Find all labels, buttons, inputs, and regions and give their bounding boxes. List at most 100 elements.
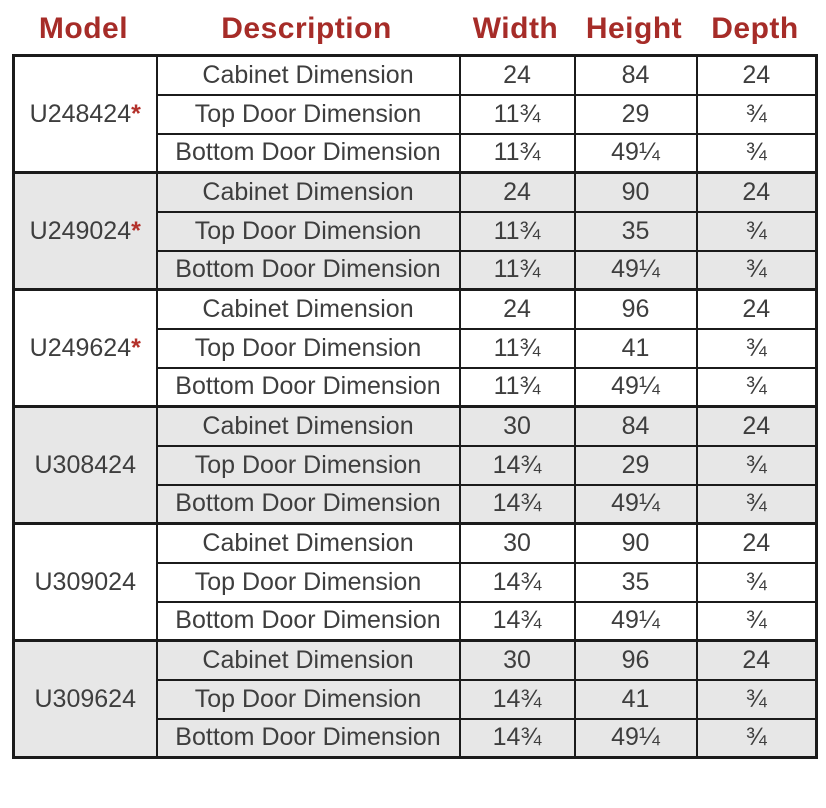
table-row: U309024 Cabinet Dimension 30 90 24 [12,522,818,642]
description-cell: Bottom Door Dimension [155,366,461,408]
width-cell: 14¾ [458,561,576,603]
depth-cell: ¾ [695,561,818,603]
depth-cell: ¾ [695,444,818,486]
width-cell: 11¾ [458,366,576,408]
header-depth: Depth [711,11,799,45]
description-cell: Top Door Dimension [155,678,461,720]
description-cell: Cabinet Dimension [155,522,461,564]
width-cell: 14¾ [458,678,576,720]
depth-cell: ¾ [695,210,818,252]
height-cell: 29 [573,93,698,135]
width-cell: 24 [458,288,576,330]
width-cell: 11¾ [458,210,576,252]
table-row: U248424* Cabinet Dimension 24 84 24 [12,54,818,174]
depth-cell: ¾ [695,600,818,642]
model-group: U249024* Cabinet Dimension 24 90 24 Top … [12,171,818,291]
model-number: U248424 [29,99,132,128]
header-model: Model [38,11,129,45]
description-cell: Top Door Dimension [155,327,461,369]
table-header: Model Description Width Height Depth [12,3,826,54]
model-group: U308424 Cabinet Dimension 30 84 24 Top D… [12,405,818,525]
depth-cell: ¾ [695,483,818,525]
model-group: U309624 Cabinet Dimension 30 96 24 Top D… [12,639,818,759]
description-cell: Cabinet Dimension [155,639,461,681]
model-number: U308424 [34,450,136,479]
height-cell: 90 [573,171,698,213]
width-cell: 11¾ [458,93,576,135]
height-cell: 41 [573,678,698,720]
height-cell: 35 [573,561,698,603]
height-cell: 96 [573,288,698,330]
header-height: Height [585,11,683,45]
height-cell: 49¼ [573,717,698,759]
width-cell: 11¾ [458,249,576,291]
description-cell: Cabinet Dimension [155,288,461,330]
header-description: Description [221,11,392,45]
description-cell: Bottom Door Dimension [155,717,461,759]
depth-cell: 24 [695,288,818,330]
height-cell: 49¼ [573,132,698,174]
table-row: Top Door Dimension 11¾ 29 ¾ [14,93,818,135]
depth-cell: ¾ [695,327,818,369]
table-row: Top Door Dimension 11¾ 41 ¾ [14,327,818,369]
depth-cell: ¾ [695,366,818,408]
model-asterisk: * [131,216,141,245]
model-cell: U248424* [12,54,158,174]
description-cell: Bottom Door Dimension [155,249,461,291]
description-cell: Top Door Dimension [155,210,461,252]
description-cell: Top Door Dimension [155,93,461,135]
table-row: Bottom Door Dimension 14¾ 49¼ ¾ [14,483,818,525]
model-number: U309624 [34,684,136,713]
description-cell: Cabinet Dimension [155,54,461,96]
width-cell: 11¾ [458,132,576,174]
depth-cell: 24 [695,54,818,96]
table-row: Top Door Dimension 11¾ 35 ¾ [14,210,818,252]
model-cell: U249024* [12,171,158,291]
header-width: Width [472,11,559,45]
depth-cell: 24 [695,522,818,564]
height-cell: 90 [573,522,698,564]
table-row: Bottom Door Dimension 14¾ 49¼ ¾ [14,600,818,642]
height-cell: 49¼ [573,249,698,291]
description-cell: Cabinet Dimension [155,405,461,447]
table-row: Bottom Door Dimension 11¾ 49¼ ¾ [14,132,818,174]
width-cell: 30 [458,405,576,447]
width-cell: 24 [458,171,576,213]
description-cell: Bottom Door Dimension [155,600,461,642]
depth-cell: ¾ [695,678,818,720]
description-cell: Top Door Dimension [155,561,461,603]
model-cell: U309024 [12,522,158,642]
height-cell: 35 [573,210,698,252]
model-asterisk: * [131,99,141,128]
table-row: U308424 Cabinet Dimension 30 84 24 [12,405,818,525]
description-cell: Bottom Door Dimension [155,483,461,525]
model-group: U248424* Cabinet Dimension 24 84 24 Top … [12,54,818,174]
width-cell: 14¾ [458,717,576,759]
description-cell: Cabinet Dimension [155,171,461,213]
depth-cell: 24 [695,639,818,681]
model-cell: U249624* [12,288,158,408]
table-row: Top Door Dimension 14¾ 35 ¾ [14,561,818,603]
depth-cell: 24 [695,405,818,447]
height-cell: 41 [573,327,698,369]
description-cell: Bottom Door Dimension [155,132,461,174]
depth-cell: ¾ [695,717,818,759]
table-row: Bottom Door Dimension 11¾ 49¼ ¾ [14,366,818,408]
dimensions-table: U248424* Cabinet Dimension 24 84 24 Top … [12,54,818,759]
model-asterisk: * [131,333,141,362]
model-number: U249024 [29,216,132,245]
table-row: Bottom Door Dimension 14¾ 49¼ ¾ [14,717,818,759]
depth-cell: ¾ [695,93,818,135]
table-row: U249624* Cabinet Dimension 24 96 24 [12,288,818,408]
width-cell: 14¾ [458,483,576,525]
width-cell: 14¾ [458,600,576,642]
model-number: U249624 [29,333,132,362]
height-cell: 84 [573,405,698,447]
description-cell: Top Door Dimension [155,444,461,486]
height-cell: 29 [573,444,698,486]
table-row: U249024* Cabinet Dimension 24 90 24 [12,171,818,291]
height-cell: 49¼ [573,483,698,525]
width-cell: 11¾ [458,327,576,369]
depth-cell: ¾ [695,132,818,174]
